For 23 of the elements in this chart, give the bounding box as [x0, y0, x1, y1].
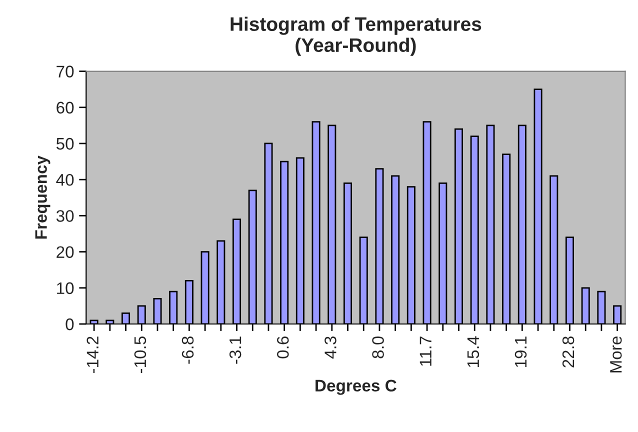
y-tick-label: 30 [56, 210, 74, 222]
x-axis-title: Degrees C [316, 380, 396, 395]
y-tick-label: 50 [56, 138, 74, 150]
x-tick-label: More [610, 336, 622, 372]
x-tick-label: 11.7 [420, 336, 432, 366]
x-tick-label: 19.1 [514, 336, 527, 367]
chart-title: Histogram of Temperatures (Year-Round) [230, 16, 482, 56]
x-tick-label: 22.8 [562, 336, 574, 368]
x-tick-label: 15.4 [467, 336, 480, 367]
y-tick-label: 10 [57, 282, 74, 294]
x-tick-label: -6.8 [182, 336, 194, 364]
y-tick-label: 0 [66, 318, 74, 330]
y-tick-label: 70 [56, 66, 74, 78]
x-tick-label: 4.3 [324, 336, 336, 359]
x-tick-label: 8.0 [372, 336, 384, 358]
y-tick-label: 20 [56, 246, 74, 258]
x-tick-label: -14.2 [86, 336, 98, 374]
y-tick-label: 60 [56, 102, 74, 114]
y-axis-title: Frequency [35, 156, 50, 239]
x-tick-label: -10.5 [134, 336, 146, 374]
y-tick-label: 40 [56, 174, 74, 186]
x-tick-label: -3.1 [229, 336, 242, 364]
x-tick-label: 0.6 [277, 336, 289, 358]
